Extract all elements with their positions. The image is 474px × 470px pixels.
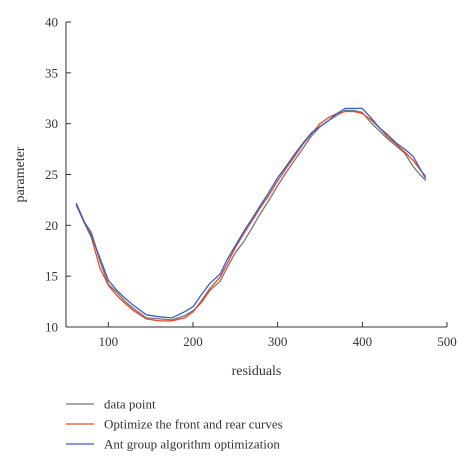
y-tick-label: 25 xyxy=(45,167,58,182)
x-axis-title: residuals xyxy=(232,364,282,379)
series-line-1 xyxy=(75,109,427,321)
y-tick-label: 15 xyxy=(45,269,58,284)
x-tick-label: 200 xyxy=(183,334,203,349)
legend-item: data point xyxy=(66,397,156,412)
y-axis-title: parameter xyxy=(13,146,28,202)
y-tick-label: 40 xyxy=(45,15,58,30)
series-lines xyxy=(75,107,427,322)
x-tick-label: 500 xyxy=(437,334,457,349)
y-ticks: 10 15 20 25 30 35 40 xyxy=(45,15,71,335)
y-tick-label: 20 xyxy=(45,218,58,233)
x-tick-label: 100 xyxy=(99,334,119,349)
y-tick-label: 30 xyxy=(45,116,58,131)
series-line-2 xyxy=(75,110,427,322)
y-tick-label: 10 xyxy=(45,320,58,335)
x-tick-label: 400 xyxy=(353,334,373,349)
series-line-3 xyxy=(75,107,427,319)
x-tick-label: 300 xyxy=(268,334,288,349)
legend-item: Optimize the front and rear curves xyxy=(66,417,283,432)
legend-label: Optimize the front and rear curves xyxy=(104,417,283,432)
legend-item: Ant group algorithm optimization xyxy=(66,437,280,452)
legend: data point Optimize the front and rear cu… xyxy=(66,397,283,452)
axes xyxy=(65,22,447,328)
legend-label: data point xyxy=(104,397,156,412)
x-ticks: 100 200 300 400 500 xyxy=(99,322,457,349)
y-tick-label: 35 xyxy=(45,65,58,80)
legend-label: Ant group algorithm optimization xyxy=(104,437,280,452)
